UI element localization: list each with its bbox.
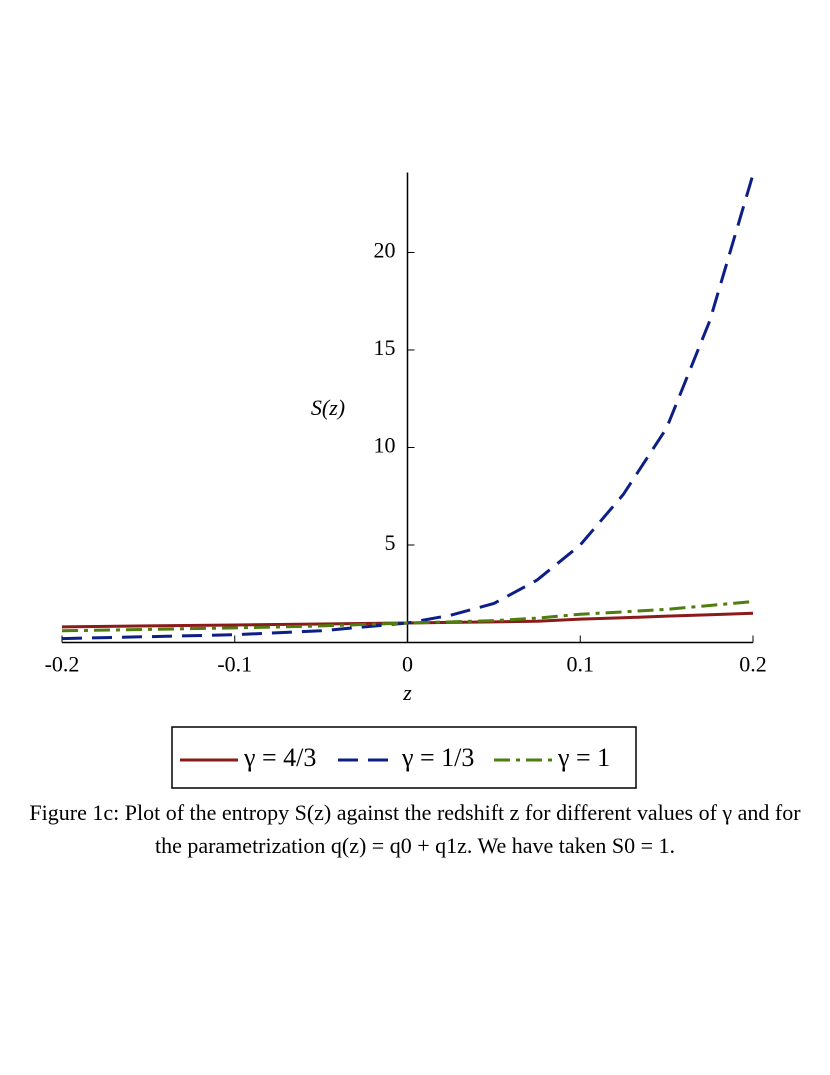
y-tick-label: 10 <box>374 433 396 458</box>
x-tick-label: 0 <box>402 652 413 677</box>
legend-label: γ = 1 <box>557 743 610 772</box>
x-tick-label: -0.1 <box>217 652 252 677</box>
x-tick-label: 0.2 <box>739 652 767 677</box>
y-axis-label: S(z) <box>311 395 345 420</box>
x-tick-label: -0.2 <box>45 652 80 677</box>
x-tick-label: 0.1 <box>567 652 595 677</box>
legend-label: γ = 4/3 <box>243 743 316 772</box>
curve <box>61 600 754 633</box>
caption: Figure 1c: Plot of the entropy S(z) agai… <box>29 800 801 858</box>
x-axis-label: z <box>402 680 412 705</box>
legend-label: γ = 1/3 <box>401 743 474 772</box>
curve <box>61 174 755 641</box>
y-tick-label: 20 <box>374 238 396 263</box>
y-tick-label: 5 <box>385 530 396 555</box>
legend-box <box>171 726 637 789</box>
y-tick-label: 15 <box>374 335 396 360</box>
chart: -0.2 -0.1 0 0.1 0.2 5 10 15 20 z S(z) γ = 4/3 γ = 1/… <box>45 172 767 789</box>
